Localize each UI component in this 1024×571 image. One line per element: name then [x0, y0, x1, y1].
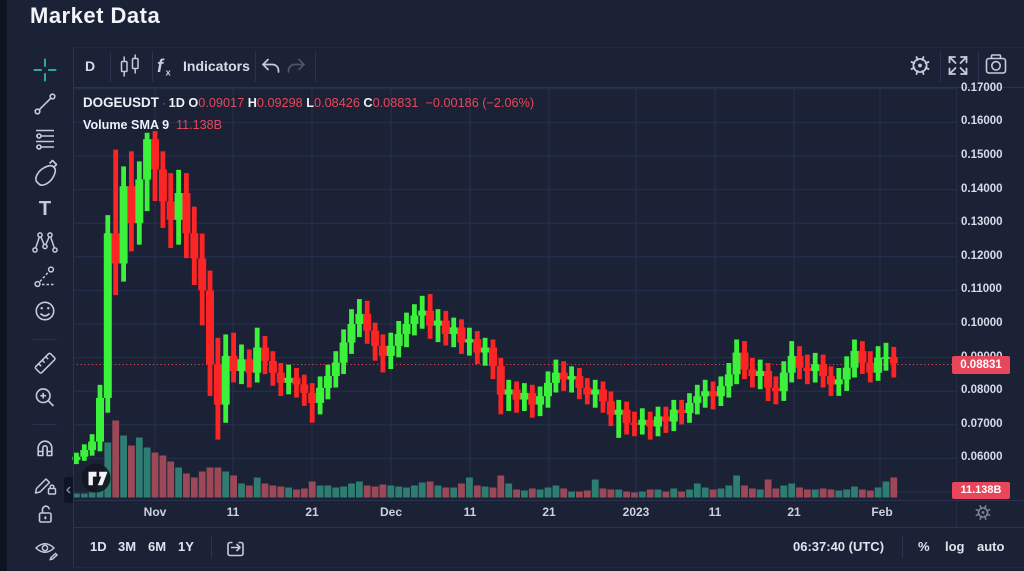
svg-text:f: f — [157, 56, 165, 76]
svg-text:T: T — [39, 198, 51, 220]
svg-text:x: x — [166, 68, 172, 79]
